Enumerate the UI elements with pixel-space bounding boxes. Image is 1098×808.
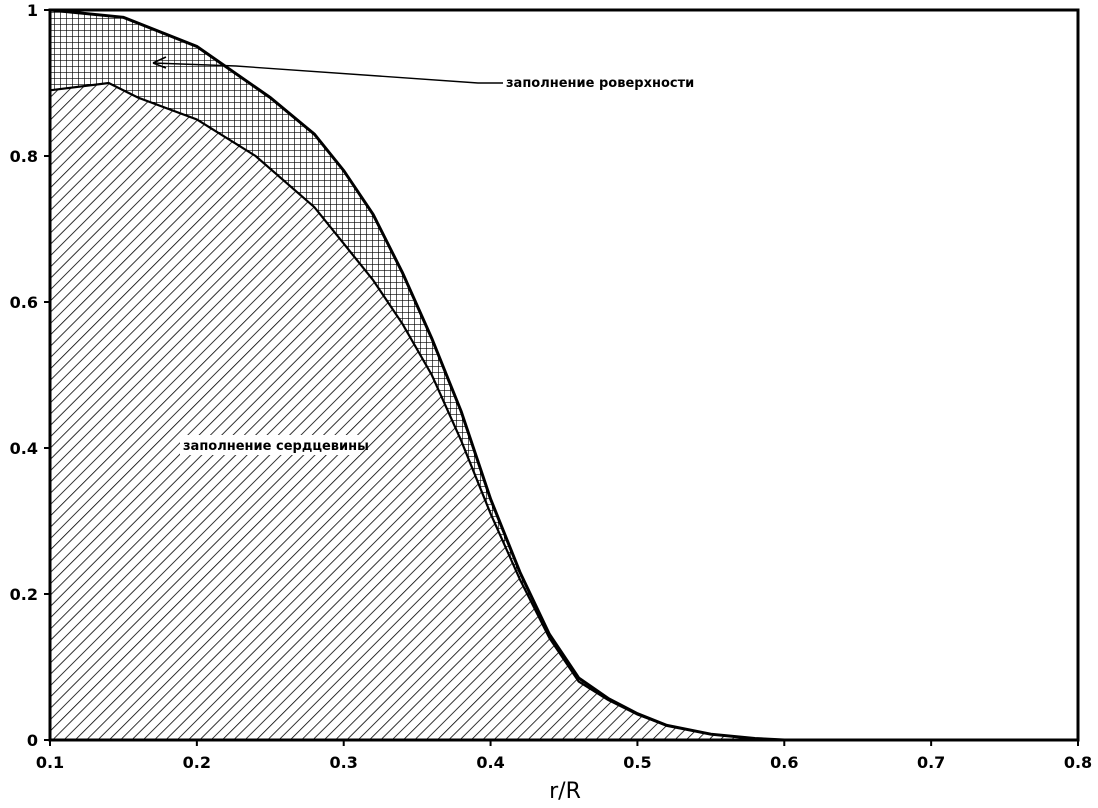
plot-areas bbox=[49, 8, 1078, 742]
y-tick-label: 0.6 bbox=[10, 293, 38, 312]
y-tick-label: 0.8 bbox=[10, 147, 38, 166]
x-tick-label: 0.3 bbox=[330, 753, 358, 772]
x-tick-label: 0.1 bbox=[36, 753, 64, 772]
surface-fill-label: заполнение роверхности bbox=[506, 76, 694, 91]
y-tick-label: 1 bbox=[27, 1, 38, 20]
core-fill-area bbox=[50, 83, 1078, 740]
arrow-icon bbox=[152, 56, 167, 69]
y-axis: 0 0.2 0.4 0.6 0.8 1 bbox=[10, 1, 50, 750]
x-axis: 0.1 0.2 0.3 0.4 0.5 0.6 0.7 0.8 bbox=[36, 740, 1092, 772]
core-fill-line bbox=[49, 81, 1078, 742]
x-tick-label: 0.7 bbox=[917, 753, 945, 772]
x-tick-label: 0.2 bbox=[183, 753, 211, 772]
x-tick-label: 0.8 bbox=[1064, 753, 1092, 772]
core-fill-label: заполнение сердцевины bbox=[183, 439, 369, 454]
x-tick-label: 0.4 bbox=[476, 753, 504, 772]
y-tick-label: 0.4 bbox=[10, 439, 38, 458]
y-tick-label: 0.2 bbox=[10, 585, 38, 604]
core-label-background bbox=[180, 435, 360, 455]
surface-annotation-leader bbox=[152, 62, 503, 84]
y-tick-label: 0 bbox=[27, 731, 38, 750]
plot-frame bbox=[48, 8, 1080, 742]
x-tick-label: 0.6 bbox=[770, 753, 798, 772]
x-axis-title: r/R bbox=[549, 779, 581, 804]
annotations: заполнение роверхности заполнение сердцев… bbox=[152, 56, 694, 455]
x-tick-label: 0.5 bbox=[623, 753, 651, 772]
